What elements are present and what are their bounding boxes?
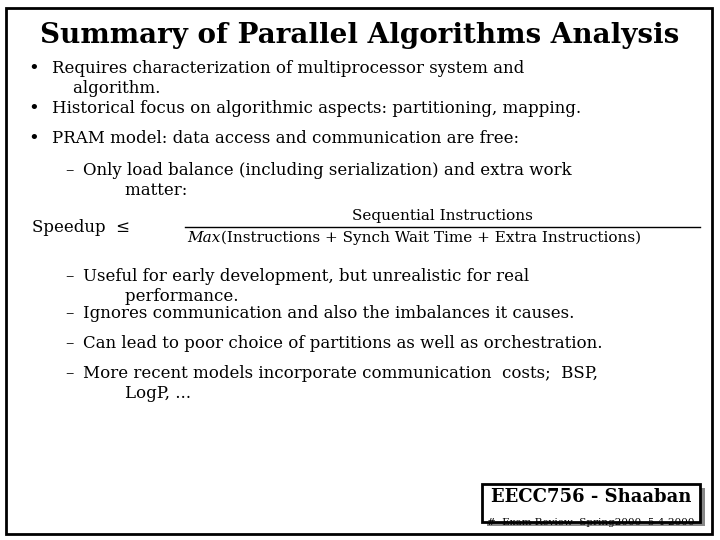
Text: –: –	[65, 365, 73, 382]
Text: •: •	[28, 100, 39, 118]
Text: •: •	[28, 60, 39, 78]
Text: PRAM model: data access and communication are free:: PRAM model: data access and communicatio…	[52, 130, 519, 147]
Text: More recent models incorporate communication  costs;  BSP,
        LogP, ...: More recent models incorporate communica…	[83, 365, 598, 402]
Text: Max: Max	[187, 231, 220, 245]
Text: Summary of Parallel Algorithms Analysis: Summary of Parallel Algorithms Analysis	[40, 22, 680, 49]
FancyBboxPatch shape	[487, 488, 705, 526]
Text: Useful for early development, but unrealistic for real
        performance.: Useful for early development, but unreal…	[83, 268, 529, 305]
Text: –: –	[65, 335, 73, 352]
Text: (Instructions + Synch Wait Time + Extra Instructions): (Instructions + Synch Wait Time + Extra …	[216, 231, 641, 245]
FancyBboxPatch shape	[6, 8, 712, 534]
Text: Speedup  ≤: Speedup ≤	[32, 219, 130, 235]
Text: •: •	[28, 130, 39, 148]
Text: –: –	[65, 268, 73, 285]
Text: EECC756 - Shaaban: EECC756 - Shaaban	[491, 488, 691, 506]
Text: Sequential Instructions: Sequential Instructions	[352, 209, 533, 223]
Text: Requires characterization of multiprocessor system and
    algorithm.: Requires characterization of multiproces…	[52, 60, 524, 97]
Text: Ignores communication and also the imbalances it causes.: Ignores communication and also the imbal…	[83, 305, 575, 322]
Text: #  Exam Review  Spring2000  5-4-2000: # Exam Review Spring2000 5-4-2000	[487, 518, 695, 527]
FancyBboxPatch shape	[482, 484, 700, 522]
Text: Only load balance (including serialization) and extra work
        matter:: Only load balance (including serializati…	[83, 162, 572, 199]
Text: –: –	[65, 305, 73, 322]
Text: Historical focus on algorithmic aspects: partitioning, mapping.: Historical focus on algorithmic aspects:…	[52, 100, 581, 117]
Text: Can lead to poor choice of partitions as well as orchestration.: Can lead to poor choice of partitions as…	[83, 335, 603, 352]
Text: –: –	[65, 162, 73, 179]
